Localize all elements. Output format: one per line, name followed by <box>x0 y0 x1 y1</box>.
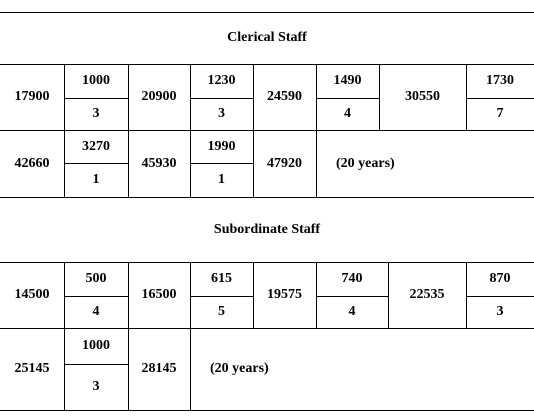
cell-border <box>388 262 389 328</box>
increment: 615 <box>211 271 232 286</box>
rule <box>0 197 534 198</box>
rule <box>0 410 534 411</box>
pay-value: 19575 <box>267 287 302 302</box>
pay-value: 14500 <box>14 287 50 302</box>
rule <box>0 130 534 131</box>
cell-border <box>128 328 129 410</box>
cell-border <box>379 64 380 130</box>
increment: 740 <box>341 271 363 286</box>
cell-border <box>190 64 191 130</box>
increment: 500 <box>85 271 107 286</box>
pay-value: 28145 <box>141 361 177 376</box>
cell-border <box>316 64 317 130</box>
cell-border <box>466 64 467 130</box>
years: 4 <box>348 304 356 319</box>
cell-split <box>64 163 128 164</box>
pay-value: 17900 <box>14 89 50 104</box>
cell-split <box>316 98 379 99</box>
years: 3 <box>496 304 504 319</box>
pay-value: 22535 <box>409 287 445 302</box>
increment: 1000 <box>82 73 110 88</box>
cell-split <box>190 296 253 297</box>
section-title: Clerical Staff <box>227 30 307 45</box>
increment: 870 <box>489 271 511 286</box>
cell-border <box>64 328 65 410</box>
cell-split <box>64 296 128 297</box>
pay-value: 25145 <box>14 361 50 376</box>
increment: 1990 <box>207 138 236 154</box>
cell-border <box>128 262 129 328</box>
pay-value: 42660 <box>14 155 50 171</box>
increment: 1000 <box>82 338 110 353</box>
cell-split <box>64 364 128 365</box>
years: 3 <box>92 379 100 394</box>
cell-border <box>253 64 254 130</box>
years: 1 <box>218 172 225 187</box>
years: 3 <box>218 106 225 121</box>
note: (20 years) <box>336 155 395 171</box>
cell-border <box>128 64 129 130</box>
years: 1 <box>92 172 100 187</box>
rule <box>0 328 534 329</box>
cell-border <box>190 262 191 328</box>
pay-value: 47920 <box>267 155 302 171</box>
increment: 1490 <box>333 73 362 88</box>
cell-border <box>316 262 317 328</box>
years: 3 <box>92 106 100 121</box>
cell-border <box>316 130 317 197</box>
pay-value: 24590 <box>267 89 302 104</box>
cell-border <box>253 130 254 197</box>
cell-split <box>466 98 534 99</box>
pay-value: 45930 <box>141 155 177 171</box>
increment: 1730 <box>486 73 514 88</box>
cell-border <box>128 130 129 197</box>
cell-split <box>64 98 128 99</box>
cell-border <box>64 262 65 328</box>
pay-value: 20900 <box>141 89 177 104</box>
rule <box>0 262 534 263</box>
cell-border <box>466 262 467 328</box>
increment: 1230 <box>207 73 236 88</box>
pay-value: 30550 <box>405 89 440 104</box>
section-title: Subordinate Staff <box>213 221 321 237</box>
years: 4 <box>92 304 100 319</box>
increment: 3270 <box>82 138 110 154</box>
cell-border <box>253 262 254 328</box>
cell-split <box>190 98 253 99</box>
cell-border <box>190 328 191 410</box>
cell-split <box>190 163 253 164</box>
cell-border <box>64 64 65 130</box>
note: (20 years) <box>210 361 269 376</box>
years: 5 <box>218 304 225 319</box>
pay-value: 16500 <box>141 287 177 302</box>
cell-split <box>466 296 534 297</box>
years: 7 <box>496 106 504 121</box>
rule <box>0 12 534 13</box>
years: 4 <box>344 106 351 121</box>
cell-split <box>316 296 388 297</box>
rule <box>0 64 534 65</box>
